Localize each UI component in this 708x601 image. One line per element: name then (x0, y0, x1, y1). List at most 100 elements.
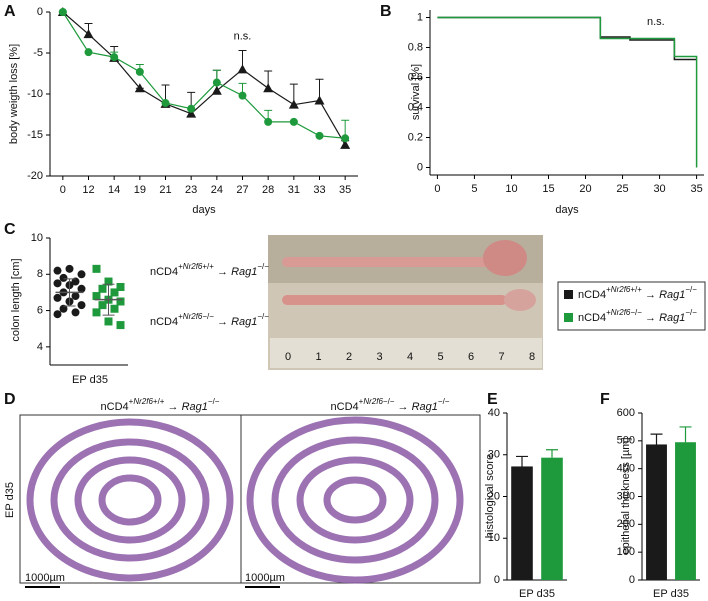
y-tick-label: 0.4 (408, 101, 423, 113)
marker (71, 308, 80, 317)
ruler-number: 1 (315, 351, 321, 363)
marker (53, 279, 62, 288)
marker (289, 117, 298, 126)
y-tick-label: 0.2 (408, 131, 423, 143)
error-bar (516, 455, 528, 467)
ruler-number: 7 (498, 351, 504, 363)
sd-bar (102, 283, 115, 316)
marker (263, 83, 274, 93)
legend-box (557, 281, 706, 331)
legend-swatch (564, 290, 573, 299)
marker (134, 83, 145, 93)
x-tick-label: 5 (471, 183, 477, 195)
x-tick-label: 14 (108, 184, 120, 196)
x-tick-label: 0 (60, 184, 66, 196)
y-tick-label: 0 (494, 574, 500, 586)
x-tick-label: 35 (339, 184, 351, 196)
tissue (26, 416, 464, 584)
label-part: + (359, 397, 364, 406)
label-part: → (642, 312, 659, 324)
label-part: + (178, 262, 183, 271)
y-tick-label: -5 (33, 47, 43, 59)
ruler-number: 2 (346, 351, 352, 363)
marker (53, 310, 62, 319)
label-part: Nr2f6 (363, 397, 383, 406)
sd-bar (63, 278, 76, 307)
y-tick-label: 0 (629, 574, 635, 586)
marker (77, 301, 86, 310)
label-part: Rag1 (231, 316, 257, 328)
label-part: nCD4 (331, 401, 359, 413)
colon-end (504, 289, 536, 311)
x-axis-label: EP d35 (519, 588, 555, 600)
x-tick-label: 27 (236, 184, 248, 196)
label-part: → (164, 401, 181, 413)
x-tick-label: 0 (434, 183, 440, 195)
photo-label: nCD4+Nr2f6+/+ → Rag1−/− (150, 262, 269, 278)
histology-label: nCD4+Nr2f6+/+ → Rag1−/− (101, 397, 220, 413)
y-tick-label: 4 (37, 341, 43, 353)
y-tick-label: 8 (37, 268, 43, 280)
label-part: −/− (685, 285, 697, 294)
annotation: n.s. (647, 16, 665, 28)
legend-swatch (564, 313, 573, 322)
y-tick-label: 10 (31, 232, 43, 244)
marker (84, 48, 93, 57)
x-tick-label: 20 (579, 183, 591, 195)
label-part: Nr2f6 (183, 312, 203, 321)
x-tick-label: 31 (288, 184, 300, 196)
scale-bar-label: 1000µm (25, 572, 65, 584)
label-part: −/− (685, 308, 697, 317)
marker (187, 104, 196, 113)
marker (59, 273, 68, 282)
x-tick-label: 10 (505, 183, 517, 195)
scale-bar-label: 1000µm (245, 572, 285, 584)
y-tick-label: 0.6 (408, 71, 423, 83)
legend-label: nCD4+Nr2f6−/− → Rag1−/− (578, 308, 697, 324)
marker (98, 284, 107, 293)
x-axis-label: days (555, 204, 579, 216)
marker (212, 78, 221, 87)
y-tick-label: 40 (488, 407, 500, 419)
marker (104, 277, 113, 286)
ruler-number: 5 (437, 351, 443, 363)
y-tick-label: 300 (617, 490, 635, 502)
annotation: n.s. (234, 31, 252, 43)
label-part: nCD4 (578, 312, 606, 324)
y-tick-label: 1 (417, 11, 423, 23)
ruler-number: 8 (529, 351, 535, 363)
x-tick-label: 25 (616, 183, 628, 195)
y-axis-label: colon length [cm] (10, 258, 22, 341)
x-axis-label: days (192, 204, 216, 216)
bar (675, 442, 696, 580)
marker (314, 95, 325, 105)
y-tick-label: 20 (488, 490, 500, 502)
photo-label: nCD4+Nr2f6−/− → Rag1−/− (150, 312, 269, 328)
label-part: → (214, 316, 231, 328)
label-part: Nr2f6 (183, 262, 203, 271)
marker (110, 288, 119, 297)
label-part: Nr2f6 (133, 397, 153, 406)
colon-end (483, 240, 527, 276)
x-tick-label: 28 (262, 184, 274, 196)
label-part: nCD4 (578, 289, 606, 301)
side-label: EP d35 (4, 482, 16, 518)
label-part: Rag1 (412, 401, 438, 413)
colon (282, 295, 507, 305)
y-tick-label: -15 (27, 129, 43, 141)
ruler-number: 0 (285, 351, 291, 363)
label-part: → (394, 401, 411, 413)
marker (92, 264, 101, 273)
ruler-number: 3 (376, 351, 382, 363)
marker (110, 304, 119, 313)
label-part: −/− (257, 262, 269, 271)
panel-label: D (4, 391, 16, 408)
label-part: + (606, 285, 611, 294)
label-part: −/− (383, 397, 395, 406)
label-part: Nr2f6 (611, 308, 631, 317)
x-axis-label: EP d35 (72, 374, 108, 386)
y-tick-label: 30 (488, 449, 500, 461)
label-part: −/− (208, 397, 220, 406)
survival-curve (437, 16, 698, 168)
